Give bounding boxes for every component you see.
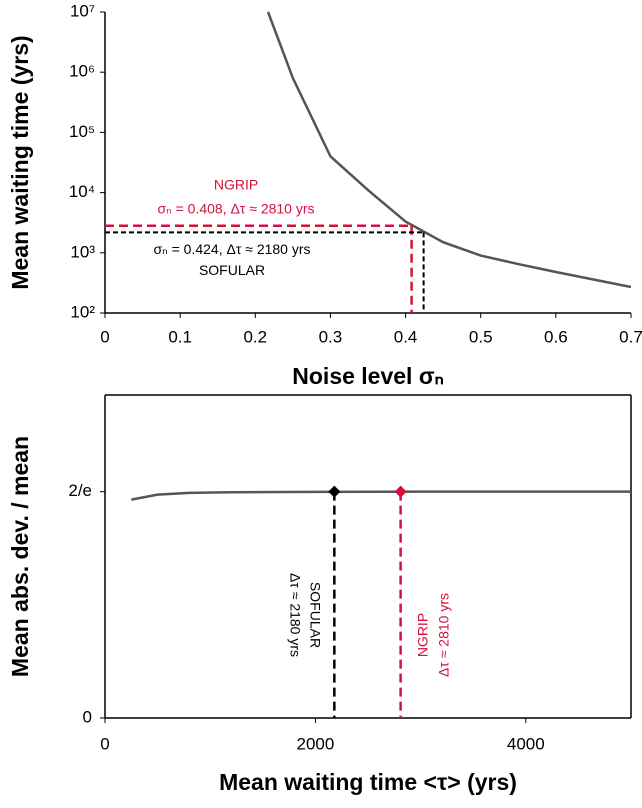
y-tick-label: 0 [83, 707, 92, 726]
x-tick-label: 0.1 [168, 327, 192, 346]
x-axis-title: Noise level σₙ [292, 363, 443, 389]
x-tick-label: 0.2 [243, 327, 267, 346]
y-tick-label: 10⁴ [69, 182, 95, 201]
y-tick-label: 2/e [68, 481, 92, 500]
y-axis-title: Mean abs. dev. / mean [7, 436, 33, 677]
annotation-label: NGRIP [414, 613, 430, 657]
y-tick-label: 10⁶ [69, 62, 95, 81]
y-tick-label: 10⁵ [69, 122, 95, 141]
curve [266, 11, 632, 289]
y-tick-label: 10² [70, 302, 95, 321]
x-axis-title: Mean waiting time <τ> (yrs) [219, 769, 517, 795]
y-axis-title: Mean waiting time (yrs) [7, 35, 33, 289]
annotation-label: SOFULAR [199, 262, 265, 278]
y-tick-label: 10⁷ [70, 1, 95, 20]
annotation-text: σₙ = 0.424, Δτ ≈ 2180 yrs [153, 241, 310, 257]
x-tick-label: 0.4 [394, 327, 418, 346]
annotation-text: σₙ = 0.408, Δτ ≈ 2810 yrs [157, 200, 314, 216]
annotation-text: Δτ ≈ 2180 yrs [288, 573, 304, 657]
x-tick-label: 0.5 [469, 327, 493, 346]
x-tick-label: 2000 [296, 734, 334, 753]
x-tick-label: 0.6 [544, 327, 568, 346]
x-tick-label: 0.3 [319, 327, 343, 346]
y-tick-label: 10³ [70, 242, 95, 261]
x-tick-label: 4000 [507, 734, 545, 753]
annotation-label: NGRIP [214, 176, 258, 192]
annotation-text: Δτ ≈ 2810 yrs [435, 593, 451, 677]
annotation-label: SOFULAR [308, 582, 324, 648]
x-tick-label: 0.7 [619, 327, 642, 346]
curve [131, 490, 631, 501]
x-tick-label: 0 [100, 734, 109, 753]
x-tick-label: 0 [100, 327, 109, 346]
marker [394, 485, 407, 498]
marker [328, 485, 341, 498]
